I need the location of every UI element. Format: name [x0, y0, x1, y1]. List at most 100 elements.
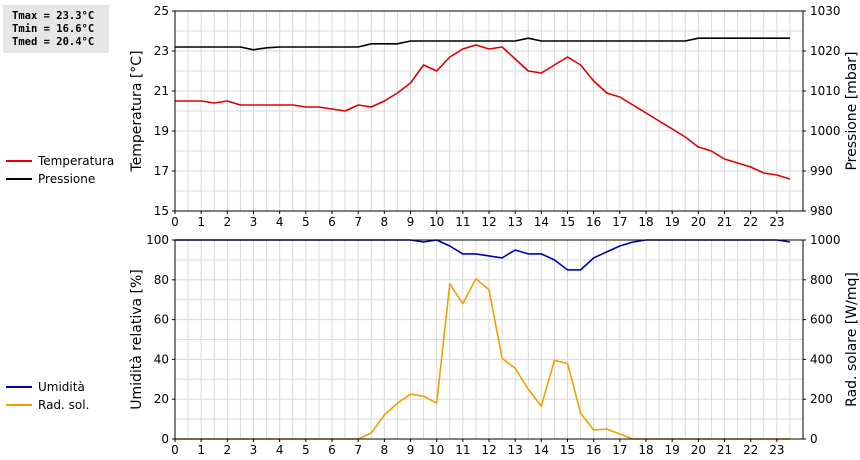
x-tick-label: 11	[455, 443, 470, 457]
tmed-label: Tmed = 20.4°C	[12, 36, 95, 48]
x-tick-label: 4	[276, 443, 284, 457]
x-tick-label: 21	[717, 443, 732, 457]
stats-box: Tmax = 23.3°C Tmin = 16.6°C Tmed = 20.4°…	[3, 5, 109, 53]
x-tick-label: 20	[691, 215, 706, 229]
series-line-pressure	[175, 37, 790, 51]
x-tick-label: 10	[429, 215, 444, 229]
x-tick-label: 3	[250, 215, 258, 229]
x-tick-label: 8	[381, 215, 389, 229]
tmin-label: Tmin = 16.6°C	[12, 23, 95, 35]
x-tick-label: 15	[560, 215, 575, 229]
humidity-swatch	[6, 386, 32, 388]
y-tick-label: 100	[146, 233, 169, 247]
panel-bottom: 0 1 2 3 4 5 6 7 8 9 10 11 12 13 14 15 16 17 18 19 20 21 22 2302…	[129, 233, 860, 457]
x-tick-label: 22	[743, 215, 758, 229]
x-tick-label: 5	[302, 215, 310, 229]
legend-item-solar: Rad. sol.	[6, 396, 89, 414]
solar-swatch	[6, 404, 32, 406]
x-tick-label: 18	[638, 443, 653, 457]
y2-tick-label: 1010	[810, 84, 841, 98]
y2-tick-label: 800	[810, 273, 833, 287]
legend-label-temperature: Temperatura	[38, 154, 115, 168]
y2-tick-label: 400	[810, 352, 833, 366]
x-tick-label: 21	[717, 215, 732, 229]
legend-label-solar: Rad. sol.	[38, 398, 90, 412]
x-tick-label: 4	[276, 215, 284, 229]
x-tick-label: 13	[508, 215, 523, 229]
y-tick-label: 20	[154, 392, 169, 406]
x-tick-label: 16	[586, 215, 601, 229]
x-tick-label: 19	[665, 215, 680, 229]
y2-tick-label: 1000	[810, 233, 841, 247]
x-tick-label: 23	[769, 443, 784, 457]
x-tick-label: 18	[638, 215, 653, 229]
x-tick-label: 2	[224, 443, 232, 457]
y2-tick-label: 600	[810, 313, 833, 327]
y-tick-label: 40	[154, 352, 169, 366]
series-line-temperature	[175, 44, 791, 180]
x-tick-label: 5	[302, 443, 310, 457]
x-tick-label: 9	[407, 215, 415, 229]
x-tick-label: 9	[407, 443, 415, 457]
x-tick-label: 3	[250, 443, 258, 457]
x-tick-label: 12	[481, 443, 496, 457]
x-tick-label: 12	[481, 215, 496, 229]
y-tick-label: 25	[154, 4, 169, 18]
x-tick-label: 15	[560, 443, 575, 457]
y-tick-label: 15	[154, 204, 169, 218]
legend-bottom: Umidità Rad. sol.	[6, 378, 89, 414]
x-tick-label: 20	[691, 443, 706, 457]
y-tick-label: 17	[154, 164, 169, 178]
y-tick-label: 23	[154, 44, 169, 58]
x-tick-label: 7	[354, 215, 362, 229]
x-tick-label: 13	[508, 443, 523, 457]
y2-tick-label: 1020	[810, 44, 841, 58]
legend-item-humidity: Umidità	[6, 378, 89, 396]
x-tick-label: 6	[328, 215, 336, 229]
temperature-swatch	[6, 160, 32, 162]
x-tick-label: 14	[534, 215, 549, 229]
series-line-humidity	[175, 239, 791, 271]
y-tick-label: 21	[154, 84, 169, 98]
y-tick-label: 80	[154, 273, 169, 287]
x-tick-label: 6	[328, 443, 336, 457]
y2-tick-label: 200	[810, 392, 833, 406]
tmax-label: Tmax = 23.3°C	[12, 10, 95, 22]
x-tick-label: 1	[197, 443, 205, 457]
y2-axis-label-top: Pressione [mbar]	[844, 51, 860, 170]
x-tick-label: 1	[197, 215, 205, 229]
y2-axis-label-bottom: Rad. solare [W/mq]	[844, 272, 860, 407]
x-tick-label: 2	[224, 215, 232, 229]
x-tick-label: 11	[455, 215, 470, 229]
y-tick-label: 19	[154, 124, 169, 138]
y2-tick-label: 990	[810, 164, 833, 178]
y-axis-label-top: Temperatura [°C]	[129, 50, 145, 172]
x-tick-label: 0	[171, 443, 179, 457]
legend-top: Temperatura Pressione	[6, 152, 114, 188]
panel-top: 0 1 2 3 4 5 6 7 8 9 10 11 12 13 14 15 16 17 18 19 20 21 22 2315…	[129, 4, 860, 229]
x-tick-label: 16	[586, 443, 601, 457]
x-tick-label: 7	[354, 443, 362, 457]
y-tick-label: 60	[154, 313, 169, 327]
x-tick-label: 22	[743, 443, 758, 457]
x-tick-label: 0	[171, 215, 179, 229]
y-axis-label-bottom: Umidità relativa [%]	[129, 269, 145, 410]
legend-label-humidity: Umidità	[38, 380, 85, 394]
y2-tick-label: 0	[810, 432, 818, 446]
x-tick-label: 17	[612, 215, 627, 229]
x-tick-label: 14	[534, 443, 549, 457]
legend-label-pressure: Pressione	[38, 172, 96, 186]
y-tick-label: 0	[161, 432, 169, 446]
x-tick-label: 8	[381, 443, 389, 457]
y2-tick-label: 1030	[810, 4, 841, 18]
y2-tick-label: 1000	[810, 124, 841, 138]
x-tick-label: 23	[769, 215, 784, 229]
legend-item-temperature: Temperatura	[6, 152, 114, 170]
pressure-swatch	[6, 178, 32, 180]
legend-item-pressure: Pressione	[6, 170, 114, 188]
series-line-solar	[175, 277, 790, 440]
y2-tick-label: 980	[810, 204, 833, 218]
x-tick-label: 17	[612, 443, 627, 457]
x-tick-label: 10	[429, 443, 444, 457]
